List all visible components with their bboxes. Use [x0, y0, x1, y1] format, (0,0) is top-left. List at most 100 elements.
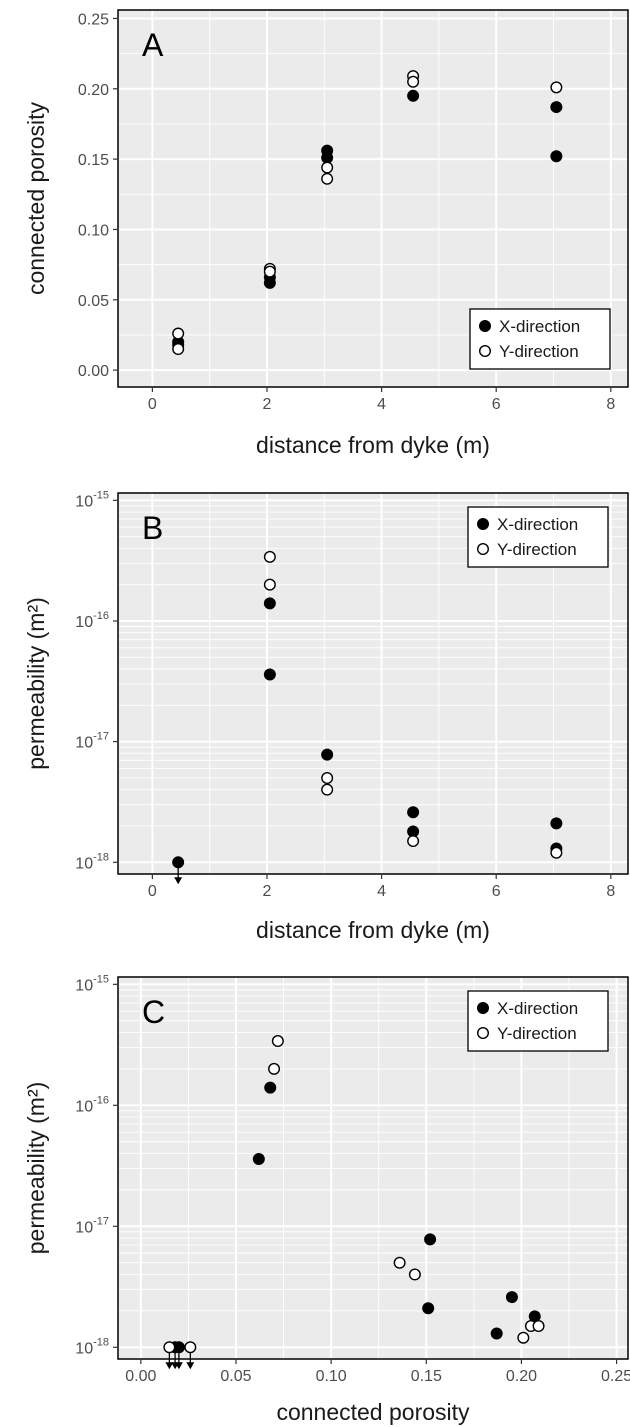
data-point-y-direction: [172, 343, 185, 356]
data-point-y-direction: [184, 1341, 197, 1354]
data-point-y-direction: [321, 161, 334, 174]
y-tick-label: 10-15: [75, 973, 109, 994]
upper-limit-arrow-head: [186, 1362, 195, 1370]
data-point-x-direction: [505, 1291, 518, 1304]
x-tick-label: 0.00: [125, 1368, 156, 1385]
legend-marker: [479, 320, 492, 333]
y-axis-title: permeability (m²): [23, 1082, 49, 1255]
panel-a: 0 2 4 6 8 0.00 0.05 0.10 0.15 0.20 0.25 distance fr…: [23, 9, 629, 458]
gridlines: [118, 493, 628, 874]
panel-label: B: [142, 510, 163, 546]
x-tick-label: 0: [148, 396, 157, 413]
legend-marker: [479, 345, 492, 358]
y-axis-title: permeability (m²): [23, 597, 49, 770]
data-point-x-direction: [407, 806, 420, 819]
tick-exponent: -15: [93, 973, 109, 985]
x-tick-label: 6: [492, 396, 501, 413]
x-tick-label: 2: [263, 396, 272, 413]
data-point-x-direction: [321, 144, 334, 157]
legend-marker: [477, 543, 490, 556]
legend: X-direction Y-direction: [467, 990, 609, 1052]
data-point-y-direction: [263, 265, 276, 278]
data-point-y-direction: [321, 172, 334, 185]
panel-border: [117, 9, 629, 388]
tick-base: 10: [75, 1340, 93, 1357]
data-point-x-direction: [550, 150, 563, 163]
legend-box: [467, 506, 609, 568]
y-tick-label: 0.15: [78, 152, 109, 169]
data-point-x-direction: [422, 1302, 435, 1315]
upper-limit-arrow-head: [165, 1362, 174, 1370]
y-tick-label: 0.00: [78, 363, 109, 380]
legend-box: [467, 990, 609, 1052]
data-point-x-direction: [264, 1081, 277, 1094]
data-point-x-direction: [172, 856, 185, 869]
panel-c: 0.00 0.05 0.10 0.15 0.20 0.2510-1810-1710-161…: [23, 973, 630, 1425]
tick-base: 10: [75, 1098, 93, 1115]
legend-label: Y-direction: [497, 1024, 577, 1043]
panel-border: [117, 976, 629, 1360]
data-point-y-direction: [268, 1062, 281, 1075]
tick-base: 10: [75, 977, 93, 994]
data-point-y-direction: [393, 1256, 406, 1269]
data-point-y-direction: [163, 1341, 176, 1354]
x-tick-label: 0.10: [316, 1368, 347, 1385]
data-point-y-direction: [517, 1331, 530, 1344]
tick-base: 10: [75, 735, 93, 752]
data-point-y-direction: [321, 771, 334, 784]
tick-base: 10: [75, 493, 93, 510]
x-tick-label: 4: [377, 883, 386, 900]
x-tick-label: 8: [606, 883, 615, 900]
data-point-x-direction: [490, 1327, 503, 1340]
tick-exponent: -18: [93, 851, 109, 863]
panel-label: A: [142, 27, 164, 63]
tick-base: 10: [75, 855, 93, 872]
x-tick-label: 6: [492, 883, 501, 900]
y-tick-label: 10-16: [75, 1094, 109, 1115]
tick-exponent: -15: [93, 489, 109, 501]
x-axis-title: distance from dyke (m): [256, 432, 490, 458]
data-point-x-direction: [550, 101, 563, 114]
tick-exponent: -17: [93, 731, 109, 743]
x-axis-title: distance from dyke (m): [256, 917, 490, 943]
x-tick-label: 0.05: [220, 1368, 251, 1385]
data-point-x-direction: [424, 1233, 437, 1246]
x-tick-label: 0.20: [506, 1368, 537, 1385]
data-points: [163, 1035, 545, 1370]
data-point-y-direction: [407, 75, 420, 88]
y-tick-label: 10-15: [75, 489, 109, 510]
data-point-x-direction: [252, 1152, 265, 1165]
axis-ticks: 0 2 4 6 8 0.00 0.05 0.10 0.15 0.20 0.25: [78, 11, 615, 413]
x-tick-label: 4: [377, 396, 386, 413]
legend-label: Y-direction: [499, 342, 579, 361]
y-tick-label: 0.20: [78, 82, 109, 99]
legend-box: [469, 308, 611, 370]
data-point-y-direction: [263, 550, 276, 563]
legend-label: X-direction: [497, 515, 578, 534]
data-point-y-direction: [532, 1319, 545, 1332]
data-point-x-direction: [407, 89, 420, 102]
tick-base: 10: [75, 614, 93, 631]
upper-limit-arrow-head: [174, 877, 183, 885]
y-tick-label: 0.10: [78, 222, 109, 239]
data-point-y-direction: [550, 81, 563, 94]
legend-marker: [477, 518, 490, 531]
y-tick-label: 10-17: [75, 731, 109, 752]
data-point-y-direction: [172, 327, 185, 340]
legend-label: Y-direction: [497, 540, 577, 559]
legend-marker: [477, 1002, 490, 1015]
y-tick-label: 10-18: [75, 1336, 109, 1357]
x-tick-label: 0: [148, 883, 157, 900]
data-points: [172, 70, 563, 356]
data-point-y-direction: [263, 578, 276, 591]
y-tick-label: 10-18: [75, 851, 109, 872]
legend-label: X-direction: [499, 317, 580, 336]
legend-marker: [477, 1026, 490, 1039]
data-point-x-direction: [321, 748, 334, 761]
panel-border: [117, 492, 629, 875]
y-axis-title: connected porosity: [23, 101, 49, 295]
x-axis-title: connected porosity: [276, 1399, 470, 1425]
legend-label: X-direction: [497, 999, 578, 1018]
